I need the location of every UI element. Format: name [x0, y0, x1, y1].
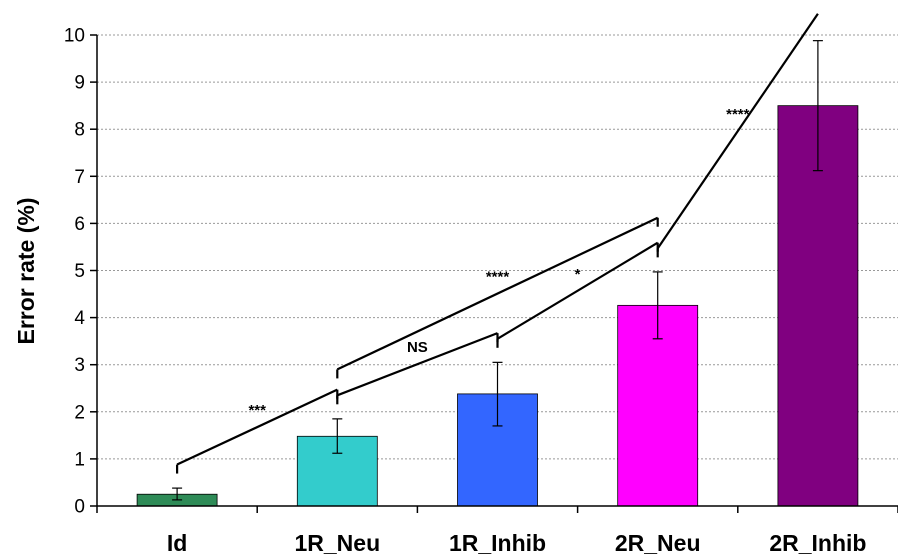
- bar-2R_Inhib: [777, 105, 859, 507]
- y-tick-label: 3: [74, 355, 85, 376]
- bracket-line: [496, 241, 659, 340]
- significance-bracket: NS: [336, 332, 499, 405]
- x-tick-label: 2R_Inhib: [769, 530, 866, 556]
- y-tick-label: 9: [74, 73, 85, 94]
- y-tick-label: 2: [74, 402, 85, 423]
- y-tick-label: 6: [74, 214, 85, 235]
- bracket-line: [656, 13, 819, 249]
- y-tick-label: 5: [74, 261, 85, 282]
- axes: 0 1 2 3 4 5 6 7 8 9 10 Id 1R_Neu 1R_Inhib 2R_Neu 2R_Inh…: [64, 26, 898, 556]
- significance-bracket: ***: [176, 388, 339, 474]
- y-tick-label: 4: [74, 308, 85, 329]
- bracket-line: [336, 332, 498, 397]
- bars: [136, 105, 859, 507]
- significance-label: *: [575, 266, 581, 283]
- significance-label: NS: [407, 339, 428, 356]
- significance-label: ****: [486, 269, 510, 286]
- y-tick-label: 10: [64, 26, 85, 47]
- x-tick-label: Id: [167, 530, 187, 556]
- bracket-line: [336, 216, 659, 371]
- y-tick-label: 1: [74, 449, 85, 470]
- y-tick-label: 8: [74, 120, 85, 141]
- x-tick-label: 1R_Neu: [294, 530, 380, 556]
- bracket-line: [176, 388, 338, 466]
- significance-brackets: ***NS*********: [176, 13, 819, 474]
- y-tick-label: 0: [74, 497, 85, 518]
- y-tick-label: 7: [74, 167, 85, 188]
- significance-bracket: ****: [656, 13, 819, 258]
- significance-label: ***: [248, 402, 266, 419]
- x-tick-label: 1R_Inhib: [449, 530, 546, 556]
- significance-label: ****: [726, 106, 750, 123]
- x-tick-label: 2R_Neu: [615, 530, 701, 556]
- y-axis-title: Error rate (%): [13, 198, 39, 345]
- error-bars: [172, 40, 823, 501]
- significance-bracket: ****: [336, 216, 659, 379]
